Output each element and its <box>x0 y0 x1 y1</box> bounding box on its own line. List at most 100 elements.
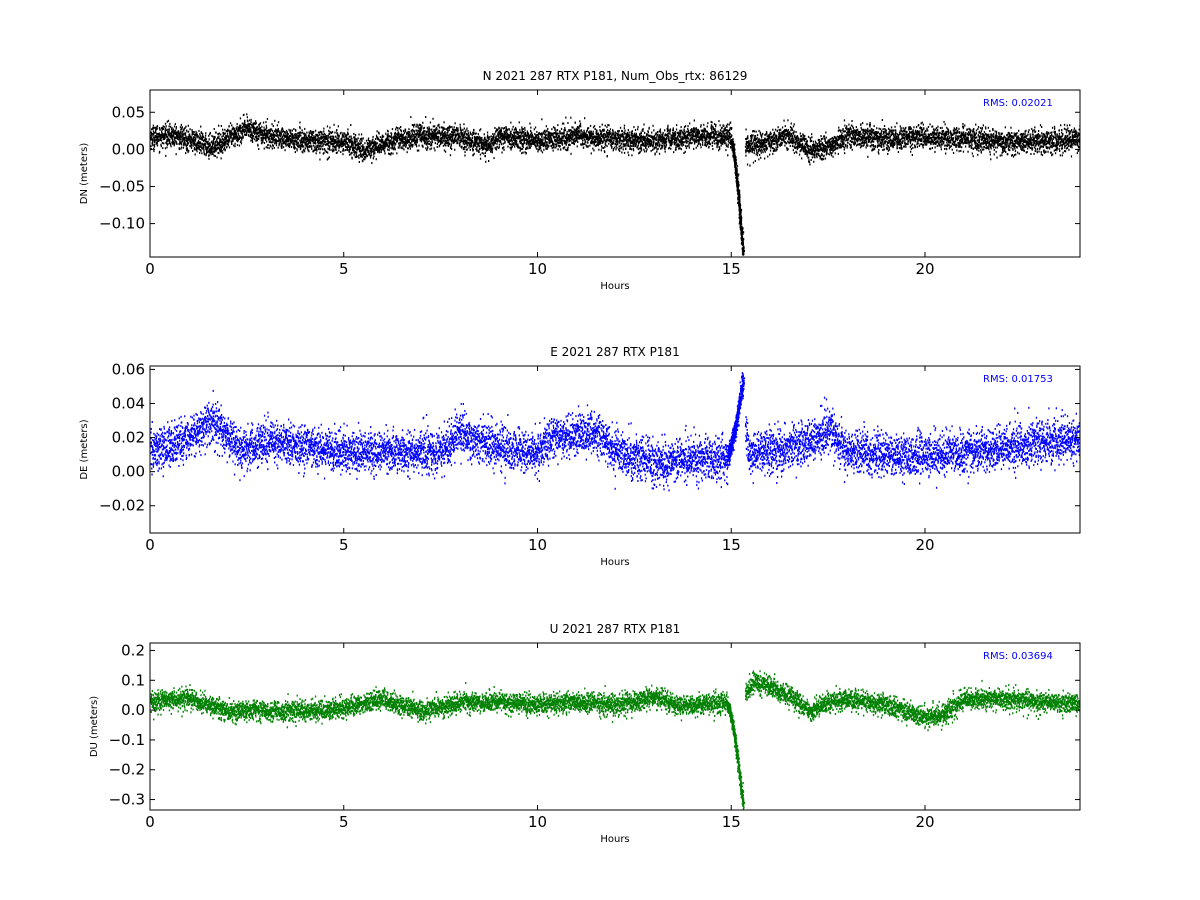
data-point <box>295 129 297 132</box>
data-point <box>438 130 440 133</box>
data-point <box>598 137 600 140</box>
data-point <box>370 143 372 146</box>
data-point <box>301 137 304 140</box>
data-point <box>200 149 202 152</box>
data-point <box>526 139 529 142</box>
data-point <box>257 135 259 137</box>
data-point <box>598 136 600 139</box>
data-point <box>193 133 195 136</box>
data-point <box>156 139 158 142</box>
data-point <box>615 143 617 145</box>
data-point <box>222 134 224 137</box>
data-point <box>292 139 294 142</box>
data-point <box>440 126 442 129</box>
data-point <box>277 146 279 149</box>
data-point <box>637 137 640 140</box>
data-point <box>205 132 207 135</box>
data-point <box>206 141 208 143</box>
data-point <box>352 146 354 149</box>
data-point <box>331 130 334 133</box>
data-point <box>495 148 498 151</box>
data-point <box>421 138 424 141</box>
data-point <box>423 142 426 145</box>
data-point <box>483 141 485 144</box>
data-point <box>545 133 547 136</box>
data-point <box>232 132 235 135</box>
data-point <box>324 149 326 152</box>
data-point <box>438 123 440 126</box>
data-point <box>664 148 666 151</box>
data-point <box>541 135 543 138</box>
data-point <box>585 134 588 137</box>
data-point <box>326 140 328 143</box>
data-point <box>370 154 373 157</box>
data-point <box>620 147 622 150</box>
data-point <box>336 132 338 134</box>
data-point <box>208 157 210 160</box>
data-point <box>184 138 186 141</box>
data-point <box>175 141 178 144</box>
data-point <box>379 136 382 139</box>
data-point <box>331 140 333 143</box>
data-point <box>402 147 404 150</box>
data-point <box>559 130 561 133</box>
data-point <box>170 143 172 146</box>
data-point <box>420 128 422 131</box>
data-point <box>463 134 465 136</box>
data-point <box>165 127 167 130</box>
data-point <box>214 155 216 157</box>
data-point <box>392 144 394 147</box>
data-point <box>377 145 380 147</box>
data-point <box>623 143 625 146</box>
data-point <box>443 149 446 152</box>
data-point <box>273 130 276 133</box>
data-point <box>450 143 452 146</box>
data-point <box>284 140 287 143</box>
data-point <box>502 147 504 150</box>
data-point <box>599 143 601 145</box>
data-point <box>540 142 542 144</box>
data-point <box>451 130 453 133</box>
data-point <box>159 150 161 153</box>
data-point <box>460 138 462 141</box>
data-point <box>609 132 611 135</box>
data-point <box>472 145 475 148</box>
data-point <box>372 138 374 141</box>
data-point <box>328 142 330 145</box>
data-point <box>562 122 564 125</box>
data-point <box>447 130 449 132</box>
data-point <box>341 139 343 142</box>
data-point <box>475 148 477 151</box>
data-point <box>174 129 177 132</box>
data-point <box>408 133 411 136</box>
data-point <box>244 133 247 136</box>
data-point <box>218 132 220 135</box>
data-point <box>333 141 336 144</box>
data-point <box>175 153 177 156</box>
data-point <box>476 146 478 149</box>
data-point <box>546 147 548 150</box>
data-point <box>665 144 668 147</box>
data-point <box>151 128 153 131</box>
data-point <box>397 136 399 139</box>
data-point <box>240 126 242 129</box>
data-point <box>454 131 456 134</box>
data-point <box>563 122 565 125</box>
data-point <box>184 136 186 139</box>
data-point <box>419 124 421 127</box>
data-point <box>357 144 359 147</box>
data-point <box>442 136 444 139</box>
data-point <box>194 136 196 139</box>
data-point <box>641 144 643 147</box>
data-point <box>449 135 451 138</box>
data-point <box>181 143 183 146</box>
data-point <box>474 132 476 135</box>
data-point <box>170 133 172 136</box>
data-point <box>559 141 562 144</box>
data-point <box>656 150 658 153</box>
data-point <box>232 140 234 143</box>
data-point <box>451 128 454 131</box>
data-point <box>538 131 540 134</box>
data-point <box>468 146 470 149</box>
